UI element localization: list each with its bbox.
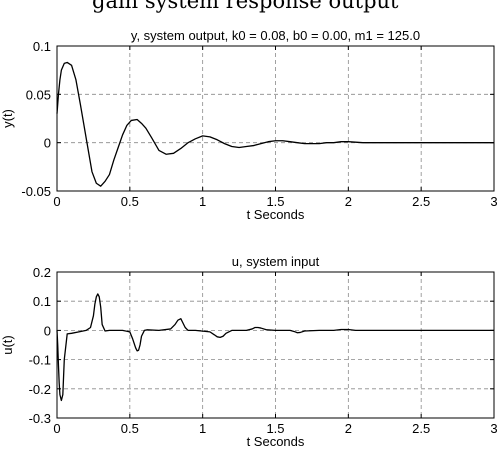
chart-input-ytick-label: 0.1 bbox=[33, 294, 51, 309]
chart-output-series-line bbox=[56, 61, 494, 187]
chart-input-title: u, system input bbox=[232, 254, 320, 269]
chart-output-ytick-label: 0.1 bbox=[33, 39, 51, 54]
chart-output-ytick-label: 0.05 bbox=[26, 87, 51, 102]
chart-input-xtick-label: 0 bbox=[53, 421, 60, 436]
chart-output-ylabel: y(t) bbox=[0, 109, 15, 128]
chart-input-xtick-label: 1 bbox=[199, 421, 206, 436]
chart-input-ytick-label: -0.3 bbox=[29, 411, 51, 426]
chart-input-xtick-label: 3 bbox=[490, 421, 497, 436]
chart-input-xtick-label: 0.5 bbox=[121, 421, 139, 436]
chart-input-ytick-label: 0.2 bbox=[33, 265, 51, 280]
chart-output-ytick-label: 0 bbox=[44, 136, 51, 151]
chart-output-xtick-label: 2.5 bbox=[412, 194, 430, 209]
chart-input-ylabel: u(t) bbox=[0, 335, 15, 355]
chart-output-xtick-label: 1.5 bbox=[266, 194, 284, 209]
chart-input-ytick-label: 0 bbox=[44, 323, 51, 338]
chart-output-xtick-label: 0 bbox=[53, 194, 60, 209]
chart-output-title: y, system output, k0 = 0.08, b0 = 0.00, … bbox=[131, 28, 420, 43]
chart-input-ytick-label: -0.1 bbox=[29, 353, 51, 368]
chart-output-xtick-label: 2 bbox=[345, 194, 352, 209]
chart-output-xtick-label: 1 bbox=[199, 194, 206, 209]
chart-input-xtick-label: 2.5 bbox=[412, 421, 430, 436]
chart-output-xtick-label: 0.5 bbox=[121, 194, 139, 209]
page-caption-text: gain system response output bbox=[92, 0, 399, 13]
page-caption: gain system response output bbox=[0, 0, 500, 19]
chart-output-ytick-label: -0.05 bbox=[21, 184, 51, 199]
chart-input-xlabel: t Seconds bbox=[247, 434, 305, 449]
chart-input: 0 0.5 1 1.5 2 2.5 3 -0.3 -0.2 -0.1 0 0.1 0.2 u, syste… bbox=[0, 254, 498, 449]
chart-input-xtick-label: 1.5 bbox=[266, 421, 284, 436]
chart-output-frame bbox=[56, 45, 495, 192]
chart-input-ytick-label: -0.2 bbox=[29, 382, 51, 397]
chart-input-series-line bbox=[56, 293, 494, 402]
chart-output-xtick-label: 3 bbox=[490, 194, 497, 209]
chart-input-xtick-label: 2 bbox=[345, 421, 352, 436]
chart-output-xlabel: t Seconds bbox=[247, 207, 305, 222]
chart-input-frame bbox=[56, 271, 495, 419]
